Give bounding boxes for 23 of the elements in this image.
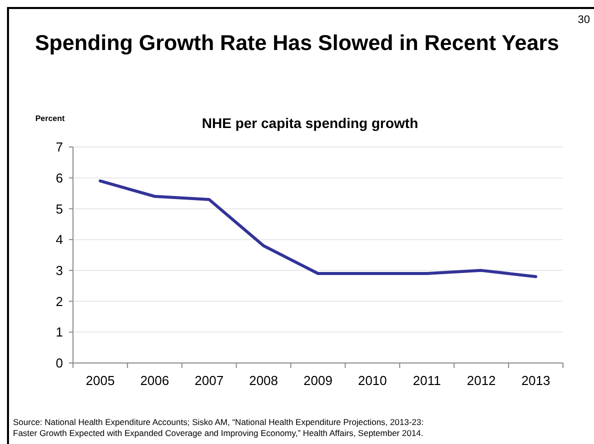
source-note: Source: National Health Expenditure Accounts; Sisko AM, “National Health Expenditure Projections, 2013-23: Faster Growth Expected with Expanded Coverage and Improving Economy,” Health Affairs, September 2014.: [13, 417, 424, 438]
x-tick-label: 2012: [466, 373, 496, 388]
x-tick-label: 2006: [140, 373, 170, 388]
x-tick-label: 2011: [412, 373, 441, 388]
y-tick-label: 5: [56, 201, 63, 216]
y-tick-label: 1: [56, 324, 63, 340]
x-tick-label: 2009: [304, 373, 332, 388]
x-tick-label: 2013: [521, 373, 550, 388]
chart-title: Spending Growth Rate Has Slowed in Recent Years: [34, 31, 560, 55]
x-tick-label: 2010: [358, 373, 387, 388]
y-tick-label: 7: [56, 140, 63, 155]
y-tick-label: 4: [56, 232, 63, 248]
y-tick-label: 2: [56, 294, 63, 309]
text: 30: [578, 14, 590, 26]
y-tick-label: 6: [56, 170, 63, 186]
y-axis-title: Percent: [35, 114, 66, 123]
x-tick-label: 2005: [86, 373, 115, 388]
y-tick-label: 0: [56, 356, 63, 371]
x-tick-label: 2008: [249, 373, 278, 388]
chart-subtitle: NHE per capita spending growth: [202, 115, 418, 131]
x-tick-label: 2007: [194, 373, 224, 388]
y-tick-label: 3: [56, 262, 63, 278]
line-series: [98, 179, 538, 278]
